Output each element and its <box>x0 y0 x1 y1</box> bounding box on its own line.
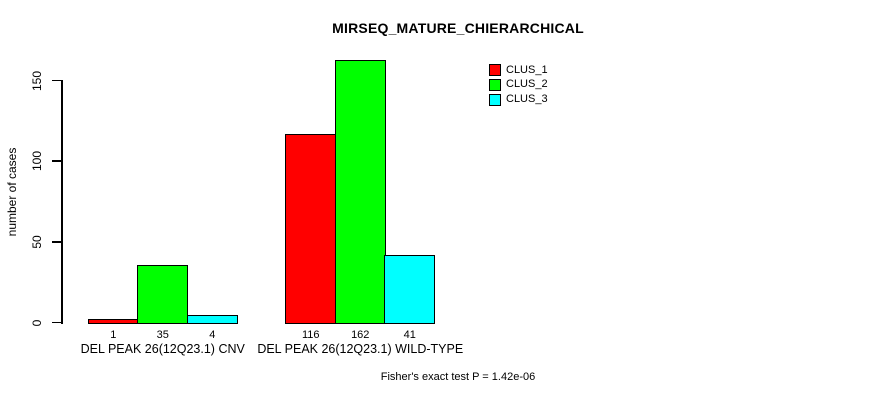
bar-value-label: 4 <box>209 328 216 341</box>
bar-value-label: 41 <box>403 328 416 341</box>
y-tick-label: 50 <box>30 235 44 249</box>
bar-value-label: 162 <box>351 328 370 341</box>
legend-swatch-clus_3 <box>489 93 501 106</box>
annotation-text: Fisher's exact test P = 1.42e-06 <box>380 371 536 383</box>
y-axis-label: number of cases <box>5 147 19 237</box>
y-tick-label: 150 <box>30 70 44 91</box>
y-tick-label: 0 <box>30 319 44 326</box>
y-tick-mark <box>52 79 61 82</box>
legend-label-clus_1: CLUS_1 <box>506 63 548 76</box>
bar-clus_2-group2 <box>334 59 386 324</box>
category-label: DEL PEAK 26(12Q23.1) CNV <box>80 342 245 356</box>
bar-clus_1-group2 <box>285 133 337 324</box>
bar-value-label: 116 <box>301 328 320 341</box>
bar-clus_3-group2 <box>384 254 436 324</box>
category-label: DEL PEAK 26(12Q23.1) WILD-TYPE <box>257 342 464 356</box>
bar-value-label: 35 <box>156 328 169 341</box>
legend-swatch-clus_1 <box>489 64 501 76</box>
legend-label-clus_2: CLUS_2 <box>506 78 548 91</box>
chart-title: MIRSEQ_MATURE_CHIERARCHICAL <box>332 20 584 36</box>
y-axis-line <box>61 80 63 324</box>
bar-clus_2-group1 <box>137 264 189 324</box>
y-tick-mark <box>52 241 61 243</box>
y-tick-mark <box>52 160 61 162</box>
legend-label-clus_3: CLUS_3 <box>506 93 548 106</box>
y-tick-mark <box>52 321 61 324</box>
bar-clus_3-group1 <box>186 314 238 324</box>
y-tick-label: 100 <box>30 151 44 172</box>
bar-value-label: 1 <box>110 328 117 341</box>
bar-clus_1-group1 <box>87 319 139 324</box>
legend-swatch-clus_2 <box>489 78 501 91</box>
